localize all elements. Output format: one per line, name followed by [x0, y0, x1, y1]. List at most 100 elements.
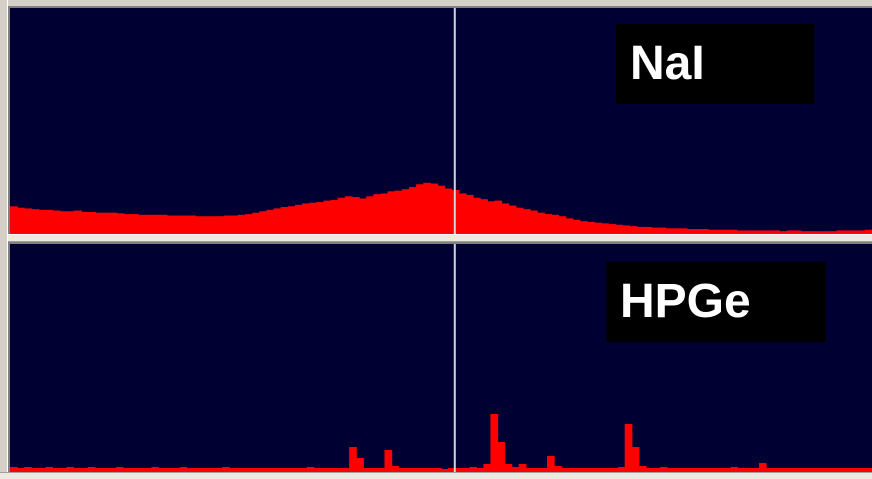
hpge-bar: [462, 468, 470, 472]
nai-bar: [551, 214, 560, 234]
hpge-bar: [525, 468, 534, 472]
hpge-bar: [490, 414, 499, 472]
hpge-bar: [264, 468, 273, 472]
nai-bar: [330, 199, 339, 234]
hpge-bar: [624, 424, 633, 472]
nai-bar: [337, 197, 346, 234]
hpge-bar: [667, 468, 675, 472]
hpge-bar: [674, 468, 682, 472]
hpge-bar: [850, 468, 859, 472]
hpge-bar: [313, 468, 322, 472]
hpge-bar: [469, 467, 477, 472]
hpge-bar: [377, 468, 386, 472]
hpge-bar: [744, 468, 753, 472]
nai-bar: [145, 214, 154, 234]
nai-bar: [544, 214, 553, 234]
hpge-bar: [448, 468, 456, 472]
hpge-bar: [335, 468, 343, 472]
hpge-bar: [532, 468, 541, 472]
nai-spectrum-plot[interactable]: [10, 8, 872, 234]
hpge-bar: [864, 468, 872, 472]
nai-bar: [836, 230, 845, 234]
hpge-bar: [306, 467, 315, 472]
nai-bar: [508, 205, 517, 234]
nai-bar: [138, 214, 146, 234]
hpge-bar: [87, 467, 96, 472]
hpge-bar: [709, 468, 718, 472]
hpge-bar: [638, 466, 647, 472]
hpge-bar: [426, 468, 435, 472]
nai-bar: [693, 229, 702, 234]
window-left-border: [0, 0, 8, 479]
nai-bar: [309, 202, 317, 234]
hpge-bar: [38, 468, 46, 472]
nai-bar: [572, 219, 581, 234]
hpge-bar: [250, 468, 258, 472]
nai-bar: [501, 203, 510, 234]
hpge-bar: [384, 450, 393, 472]
hpge-bar: [66, 467, 75, 472]
nai-bar: [651, 227, 659, 234]
hpge-bar: [73, 468, 82, 472]
nai-bar: [473, 197, 481, 234]
hpge-bar: [257, 468, 265, 472]
hpge-bar: [836, 468, 845, 472]
hpge-bar: [45, 467, 53, 472]
nai-bar: [351, 197, 360, 234]
nai-bar: [252, 212, 260, 234]
nai-bar: [537, 212, 545, 234]
nai-bar: [188, 215, 196, 234]
hpge-bar: [94, 468, 103, 472]
nai-bar: [216, 216, 225, 234]
hpge-bar: [320, 468, 329, 472]
nai-bar: [864, 229, 872, 234]
hpge-bar: [398, 468, 407, 472]
nai-bar: [722, 229, 731, 234]
nai-bar: [779, 231, 788, 234]
hpge-bar: [151, 467, 159, 472]
hpge-spectrum-pane[interactable]: HPGe: [8, 242, 872, 472]
nai-bar: [166, 215, 175, 234]
hpge-bar: [702, 468, 711, 472]
hpge-bar: [391, 466, 400, 472]
nai-bar: [52, 210, 61, 234]
nai-bar: [66, 211, 75, 234]
nai-bar: [701, 229, 709, 234]
pane-splitter[interactable]: [8, 234, 872, 242]
nai-bar: [515, 207, 524, 234]
nai-bar: [594, 222, 602, 234]
nai-bar: [59, 211, 68, 234]
nai-bar: [786, 230, 795, 234]
nai-bar: [401, 189, 410, 234]
hpge-bar: [575, 468, 583, 472]
hpge-spectrum-plot[interactable]: [10, 244, 872, 472]
nai-bar: [522, 209, 531, 234]
nai-bar: [665, 228, 674, 234]
hpge-bar: [723, 468, 732, 472]
nai-bar: [437, 185, 446, 234]
hpge-bar: [617, 467, 626, 472]
nai-bar: [815, 231, 823, 234]
hpge-bar: [794, 468, 802, 472]
nai-bar: [843, 230, 852, 234]
hpge-bar: [582, 468, 590, 472]
nai-bar: [822, 231, 830, 234]
hpge-bar: [299, 468, 308, 472]
nai-bar: [765, 230, 773, 234]
nai-bar: [344, 196, 353, 234]
window-bottom-border: [0, 472, 872, 479]
nai-bar: [195, 216, 203, 234]
nai-bar: [394, 190, 403, 234]
nai-bar: [180, 215, 189, 234]
nai-bar: [494, 200, 503, 234]
hpge-bar: [716, 468, 725, 472]
nai-bar: [81, 211, 89, 234]
hpge-bar: [511, 467, 520, 472]
hpge-bar: [518, 464, 527, 472]
nai-spectrum-pane[interactable]: NaI: [8, 6, 872, 234]
hpge-bar: [200, 468, 209, 472]
nai-bar: [430, 183, 439, 234]
nai-bar: [487, 201, 496, 234]
hpge-bar: [610, 468, 619, 472]
hpge-bar: [660, 467, 668, 472]
